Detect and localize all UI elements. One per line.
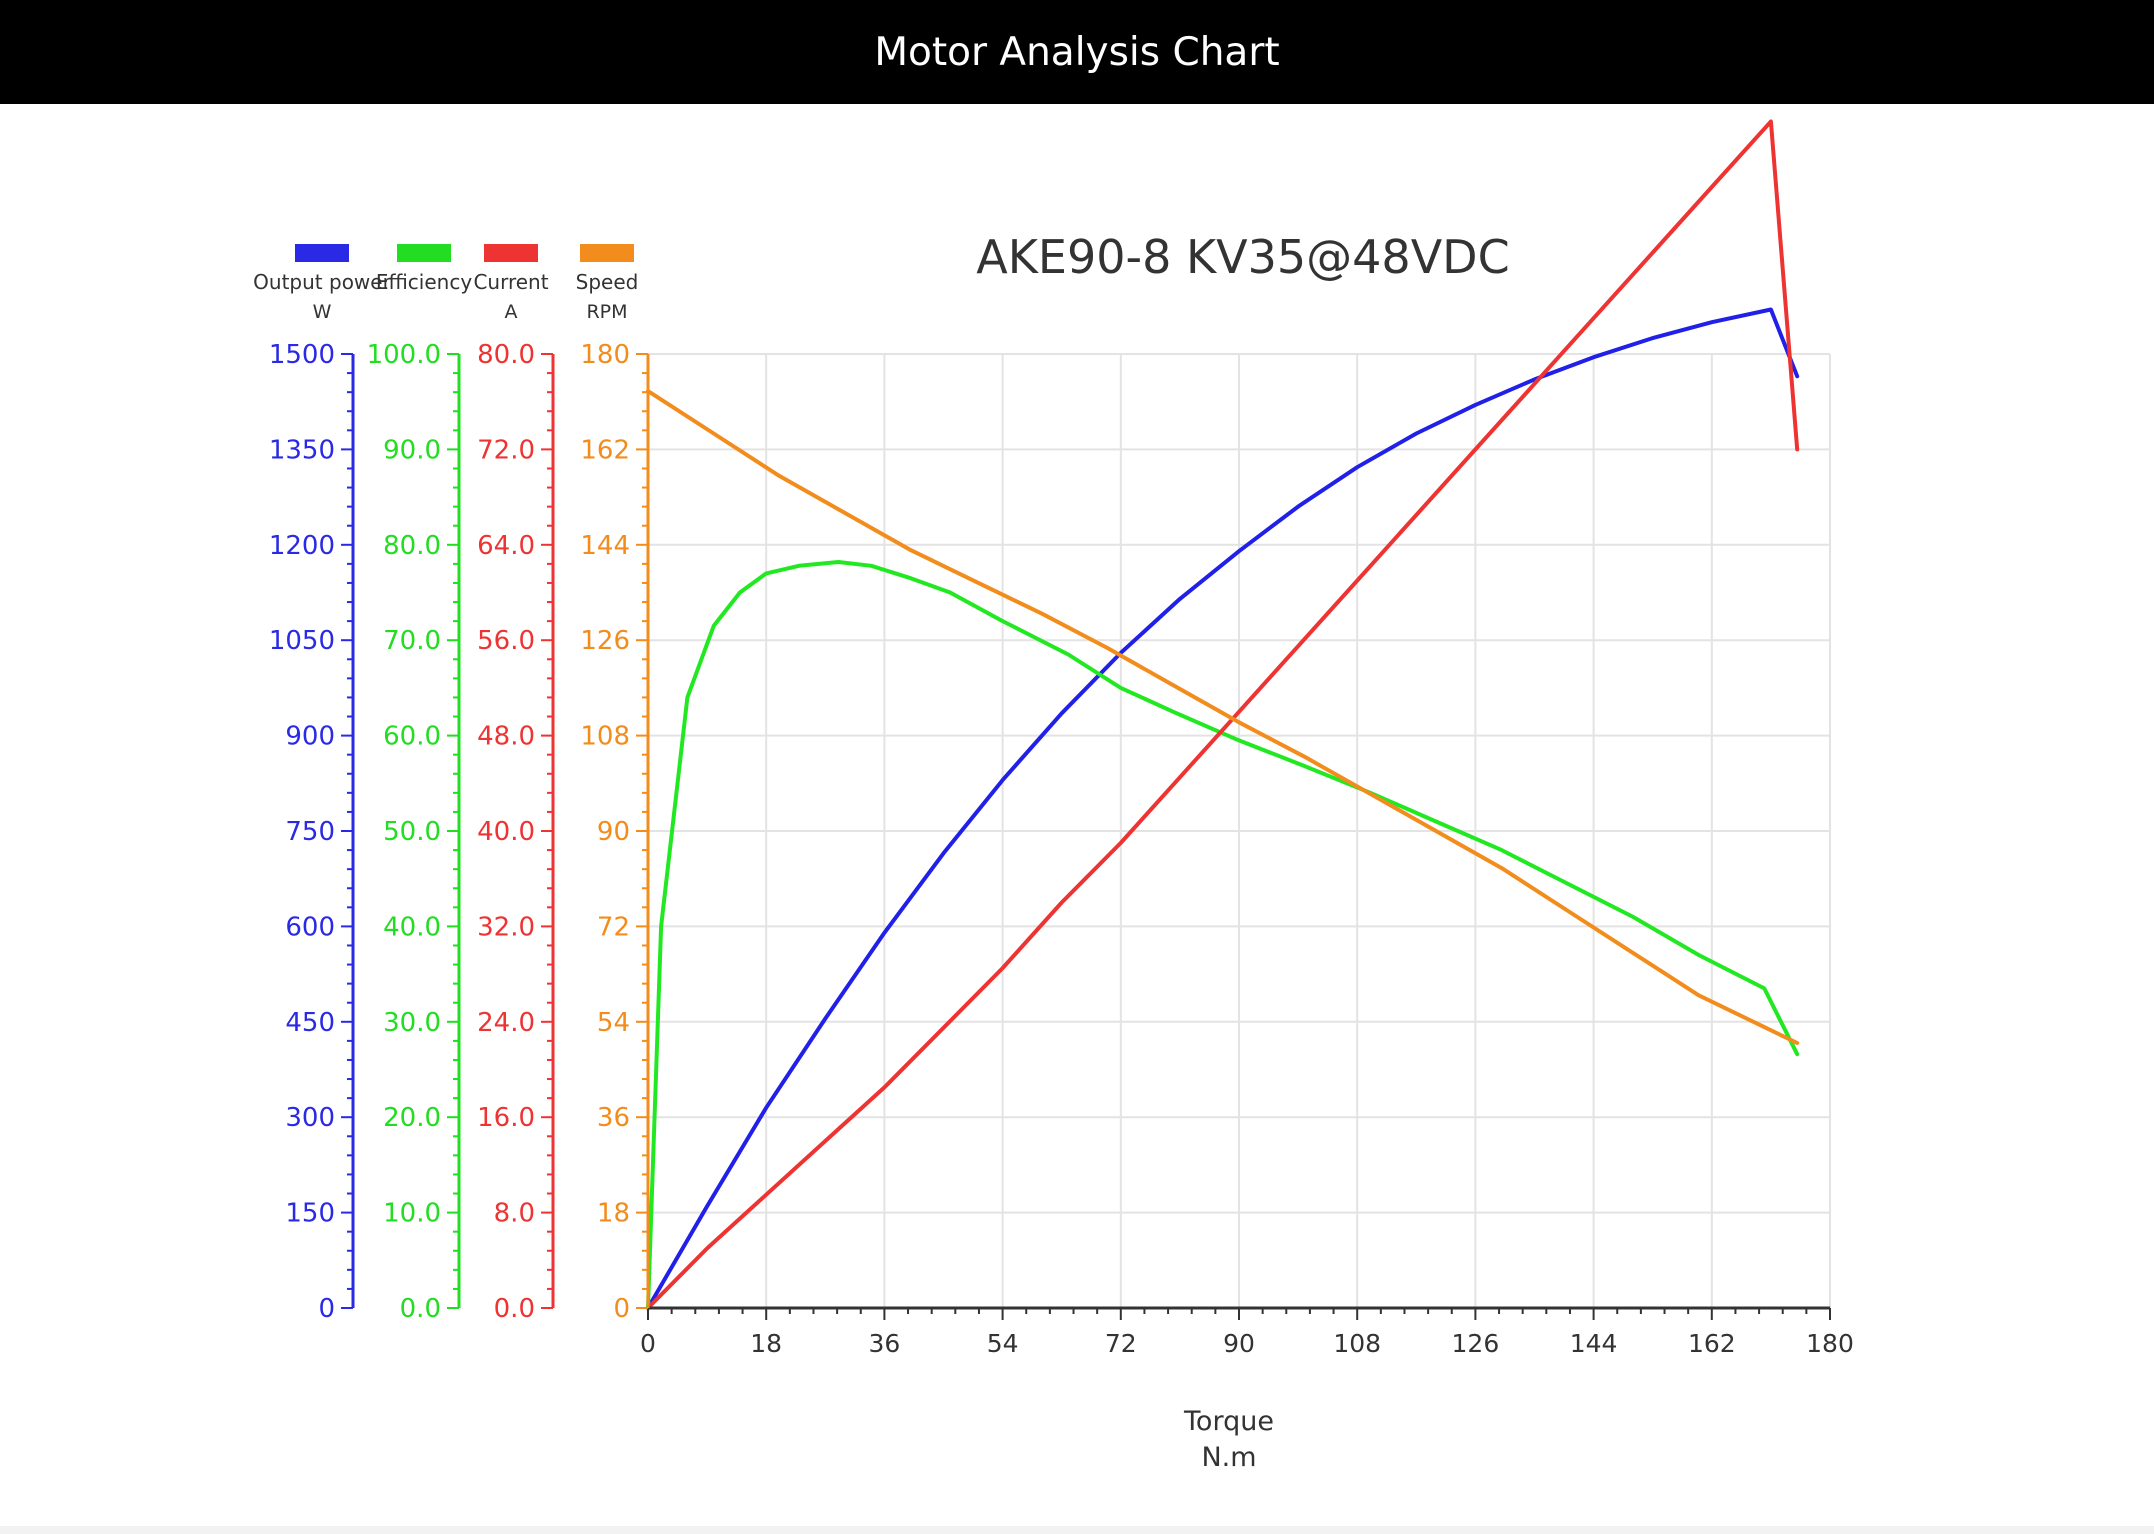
y-tick-label-power: 300 xyxy=(285,1103,335,1133)
y-tick-label-power: 1050 xyxy=(269,626,335,656)
x-tick-label: 144 xyxy=(1570,1329,1618,1358)
legend-unit-current: A xyxy=(505,301,518,323)
x-tick-label: 126 xyxy=(1452,1329,1500,1358)
y-tick-label-speed: 18 xyxy=(597,1199,630,1229)
series-line-power xyxy=(646,307,1800,1310)
legend-unit-speed: RPM xyxy=(586,301,627,323)
y-tick-label-speed: 108 xyxy=(580,722,630,752)
x-tick-label: 18 xyxy=(750,1329,782,1358)
x-axis-label: Torque xyxy=(1183,1406,1274,1437)
x-tick-label: 108 xyxy=(1333,1329,1381,1358)
y-axis-efficiency: 0.0 10.0 20.0 30.0 40.0 50.0 60.0 70.0 80.0 90.0 1… xyxy=(367,340,461,1324)
y-tick-label-efficiency: 60.0 xyxy=(383,722,441,752)
series-line-speed xyxy=(646,389,1800,1045)
y-tick-label-efficiency: 10.0 xyxy=(383,1199,441,1229)
y-tick-label-current: 64.0 xyxy=(477,531,535,561)
y-axes: 015030045060075090010501200135015000.010… xyxy=(269,340,650,1324)
grid xyxy=(648,353,1831,1308)
y-tick-label-speed: 180 xyxy=(580,340,630,370)
y-tick-label-speed: 72 xyxy=(597,912,630,942)
y-axis-speed: 0 18 36 54 72 90 108 126 144 162 180 xyxy=(580,340,650,1324)
y-tick-label-speed: 36 xyxy=(597,1103,630,1133)
x-axis-unit: N.m xyxy=(1201,1442,1256,1473)
page-bottom-rule xyxy=(0,1526,2154,1534)
y-tick-label-power: 1200 xyxy=(269,531,335,561)
legend-unit-power: W xyxy=(313,301,332,323)
y-tick-label-power: 0 xyxy=(318,1294,335,1324)
chart-title: AKE90-8 KV35@48VDC xyxy=(976,230,1509,284)
x-tick-label: 180 xyxy=(1806,1329,1854,1358)
x-axis: 0 18 36 54 72 90 108 126 144 162 180 xyxy=(640,1306,1854,1358)
y-tick-label-power: 1500 xyxy=(269,340,335,370)
y-tick-label-speed: 126 xyxy=(580,626,630,656)
x-tick-label: 90 xyxy=(1223,1329,1255,1358)
header-bar: Motor Analysis Chart xyxy=(0,0,2154,104)
series-line-current xyxy=(646,119,1800,1310)
y-tick-label-power: 600 xyxy=(285,912,335,942)
x-tick-label: 54 xyxy=(987,1329,1019,1358)
y-tick-label-efficiency: 50.0 xyxy=(383,817,441,847)
x-tick-label: 72 xyxy=(1105,1329,1137,1358)
y-tick-label-speed: 0 xyxy=(613,1294,630,1324)
series-layer xyxy=(646,119,1800,1310)
y-tick-label-efficiency: 20.0 xyxy=(383,1103,441,1133)
y-tick-label-efficiency: 40.0 xyxy=(383,912,441,942)
y-tick-label-efficiency: 0.0 xyxy=(400,1294,441,1324)
y-tick-label-efficiency: 100.0 xyxy=(367,340,441,370)
y-tick-label-speed: 90 xyxy=(597,817,630,847)
legend-label-current: Current xyxy=(473,270,548,294)
page-title: Motor Analysis Chart xyxy=(874,29,1280,75)
y-tick-label-efficiency: 80.0 xyxy=(383,531,441,561)
y-tick-label-speed: 162 xyxy=(580,435,630,465)
y-tick-label-power: 1350 xyxy=(269,435,335,465)
x-tick-label: 0 xyxy=(640,1329,656,1358)
legend-swatch-power xyxy=(295,244,349,262)
y-tick-label-current: 40.0 xyxy=(477,817,535,847)
legend-swatch-current xyxy=(484,244,538,262)
y-tick-label-current: 48.0 xyxy=(477,722,535,752)
y-tick-label-current: 8.0 xyxy=(494,1199,535,1229)
y-tick-label-current: 56.0 xyxy=(477,626,535,656)
y-tick-label-current: 24.0 xyxy=(477,1008,535,1038)
series-line-efficiency xyxy=(646,560,1800,1310)
y-tick-label-current: 80.0 xyxy=(477,340,535,370)
y-tick-label-power: 150 xyxy=(285,1199,335,1229)
y-tick-label-efficiency: 70.0 xyxy=(383,626,441,656)
legend: Output power W Efficiency Current A Speed RPM xyxy=(253,244,638,323)
y-axis-power: 0 150 300 450 600 750 900 1050 1200 1350 1500 xyxy=(269,340,355,1324)
y-tick-label-power: 750 xyxy=(285,817,335,847)
legend-swatch-efficiency xyxy=(397,244,451,262)
y-tick-label-current: 72.0 xyxy=(477,435,535,465)
y-axis-current: 0.0 8.0 16.0 24.0 32.0 40.0 48.0 56.0 64.0 72.0 80… xyxy=(477,340,555,1324)
y-tick-label-power: 900 xyxy=(285,722,335,752)
x-tick-label: 36 xyxy=(868,1329,900,1358)
y-tick-label-current: 0.0 xyxy=(494,1294,535,1324)
y-tick-label-efficiency: 90.0 xyxy=(383,435,441,465)
y-tick-label-speed: 54 xyxy=(597,1008,630,1038)
y-tick-label-efficiency: 30.0 xyxy=(383,1008,441,1038)
y-tick-label-current: 16.0 xyxy=(477,1103,535,1133)
y-tick-label-power: 450 xyxy=(285,1008,335,1038)
y-tick-label-current: 32.0 xyxy=(477,912,535,942)
legend-label-speed: Speed xyxy=(576,270,639,294)
y-tick-label-speed: 144 xyxy=(580,531,630,561)
legend-swatch-speed xyxy=(580,244,634,262)
x-tick-label: 162 xyxy=(1688,1329,1736,1358)
legend-label-power: Output power xyxy=(253,270,391,294)
legend-label-efficiency: Efficiency xyxy=(376,270,473,294)
